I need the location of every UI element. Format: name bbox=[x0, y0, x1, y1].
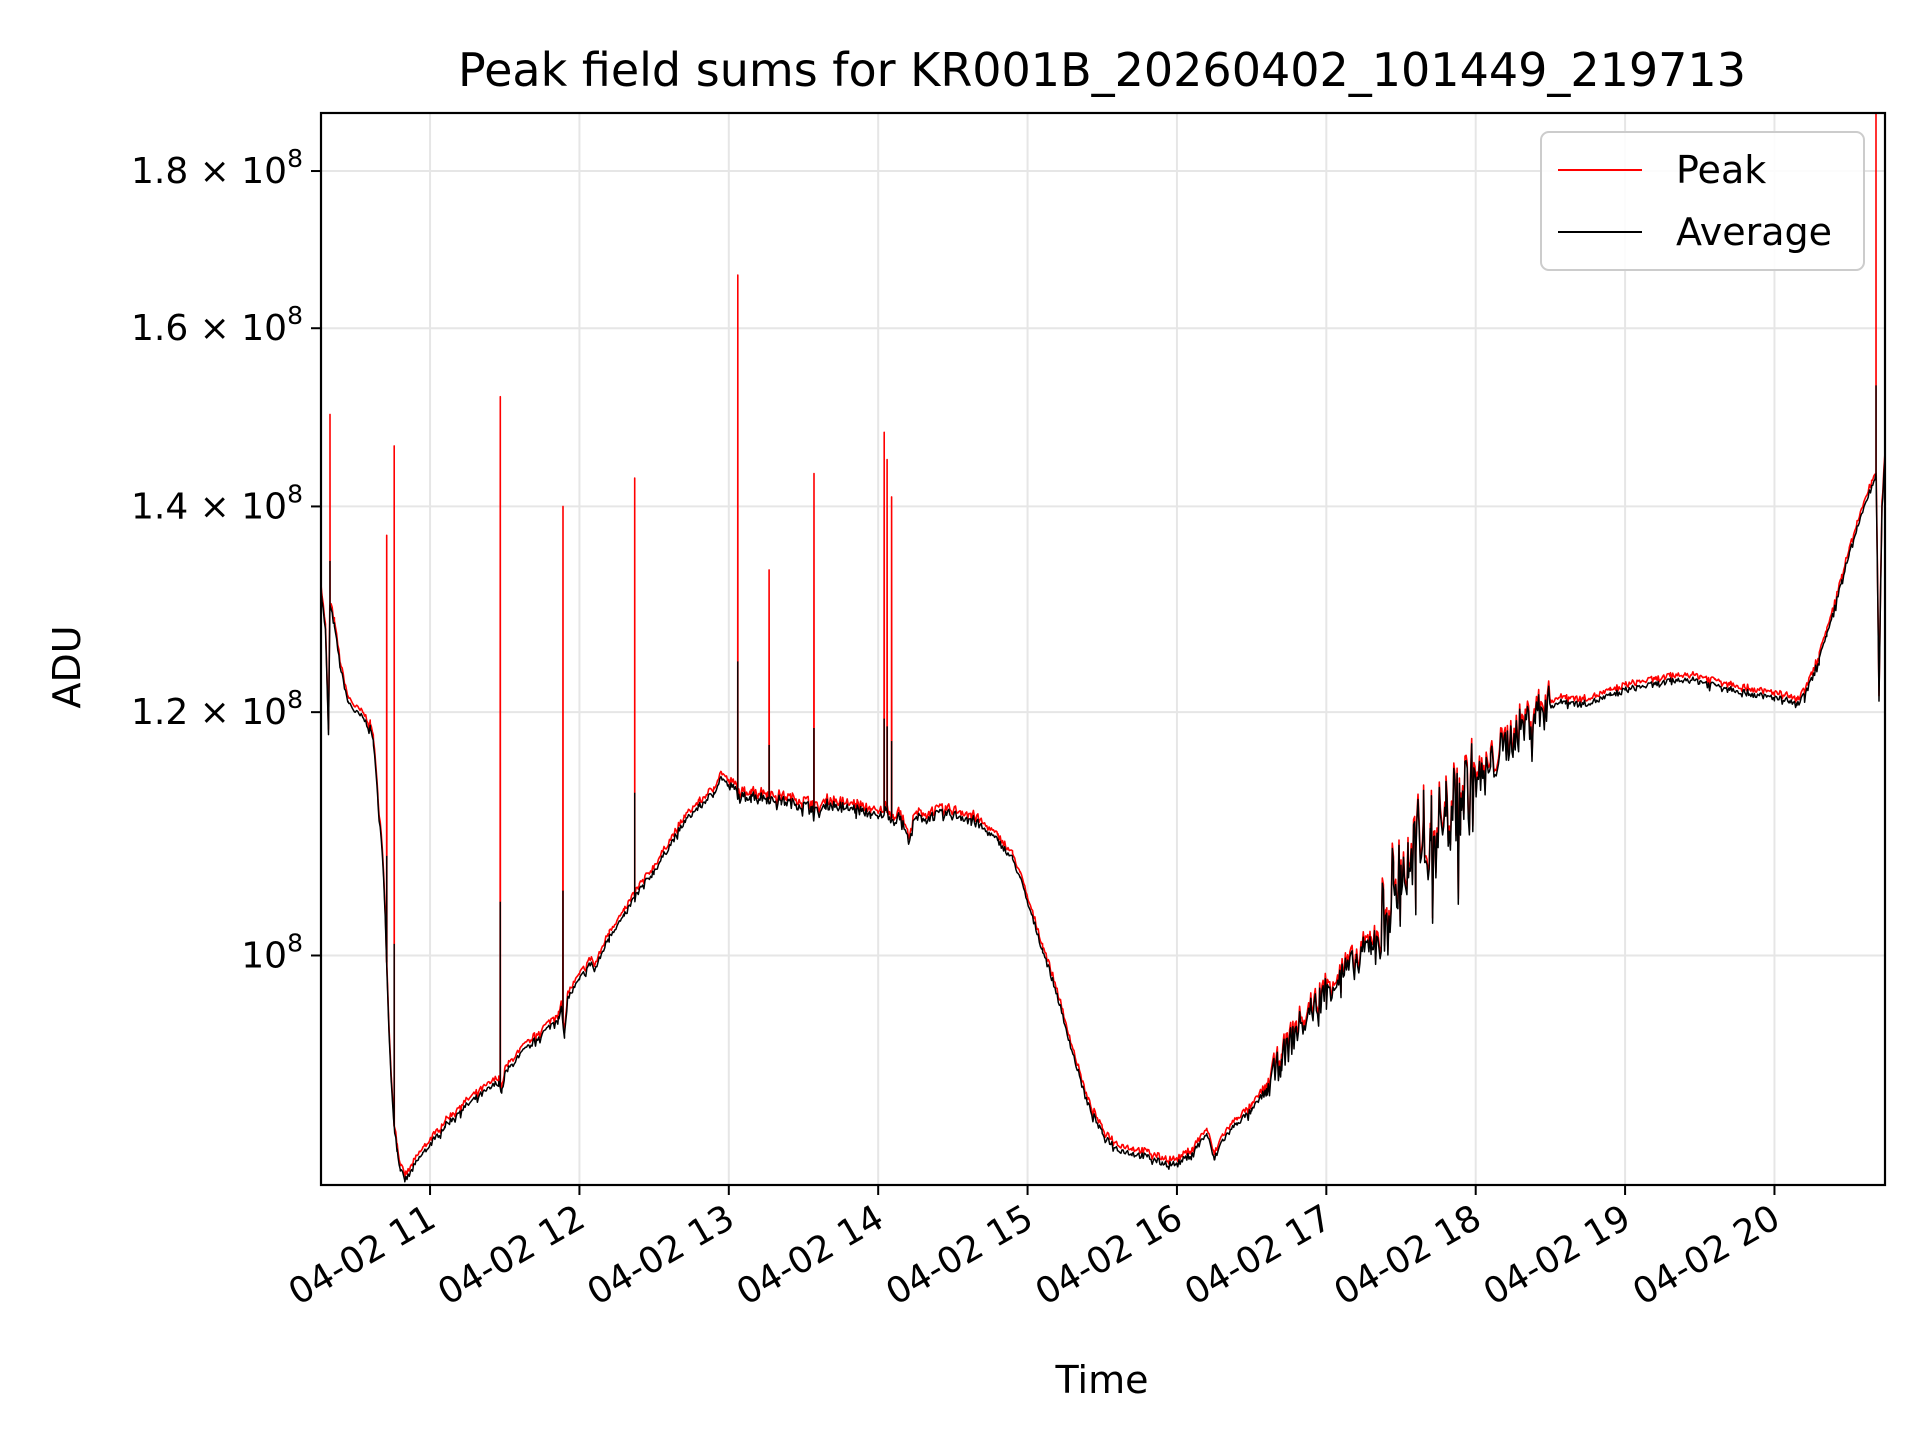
y-tick-label: 1.8 × 108 bbox=[131, 144, 303, 192]
series-layer bbox=[321, 113, 1885, 1183]
y-tick-label: 108 bbox=[241, 928, 303, 976]
legend-average-label: Average bbox=[1676, 210, 1832, 254]
chart-title: Peak field sums for KR001B_20260402_1014… bbox=[458, 43, 1746, 97]
legend: Peak Average bbox=[1540, 131, 1865, 271]
legend-box bbox=[1540, 131, 1865, 271]
y-tick-label: 1.4 × 108 bbox=[131, 479, 303, 527]
y-axis-label: ADU bbox=[45, 625, 89, 708]
plot-frame bbox=[319, 111, 1887, 1187]
x-axis-label: Time bbox=[1055, 1358, 1149, 1402]
legend-peak-label: Peak bbox=[1676, 148, 1766, 192]
y-tick-label: 1.2 × 108 bbox=[131, 685, 303, 733]
y-tick-label: 1.6 × 108 bbox=[131, 301, 303, 349]
average-series-line bbox=[321, 457, 1885, 1183]
gridlines bbox=[321, 113, 1885, 1185]
